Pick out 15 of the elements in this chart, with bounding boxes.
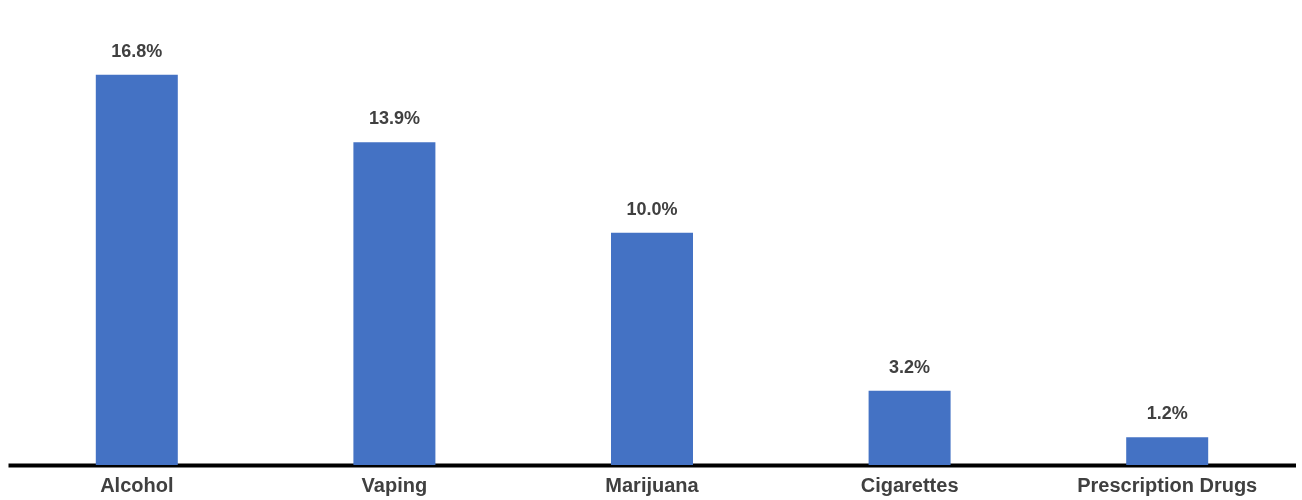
bar [95,74,178,465]
x-tick-label: Marijuana [605,473,700,496]
bar [868,390,951,465]
data-label: 3.2% [889,356,931,377]
bar [611,232,693,465]
x-tick-label: Alcohol [100,473,174,496]
x-tick-label: Cigarettes [860,473,959,496]
x-tick-label: Prescription Drugs [1077,473,1258,496]
x-tick-label: Vaping [361,473,428,496]
data-label: 13.9% [368,108,420,129]
data-label: 1.2% [1146,403,1188,424]
data-label: 16.8% [111,40,163,61]
data-label: 10.0% [626,198,678,219]
bar [353,142,436,465]
bar [1126,437,1209,465]
